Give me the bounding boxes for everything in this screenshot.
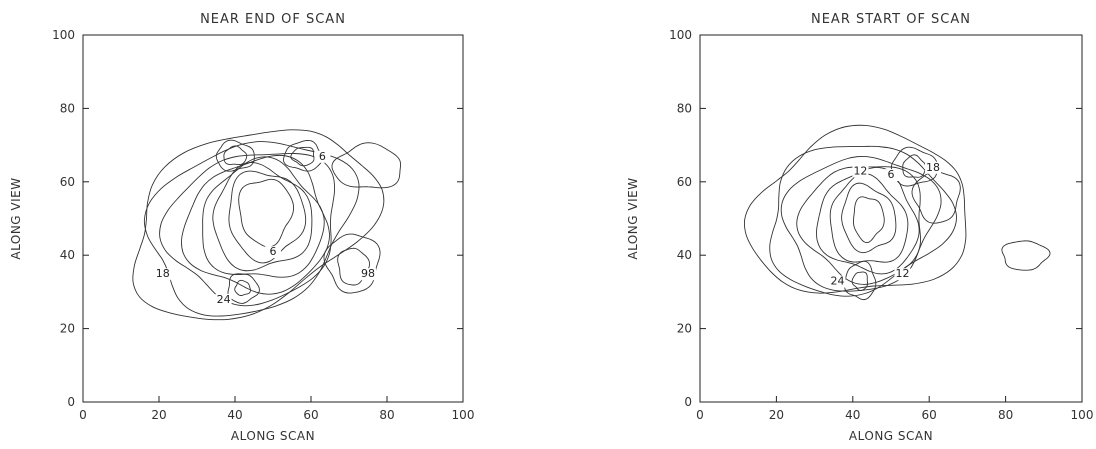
- contour-line: [181, 154, 330, 295]
- plot-frame: [82, 34, 464, 403]
- contour-line: [853, 196, 885, 244]
- contour-lobe: [902, 154, 927, 178]
- contour-label: 98: [361, 267, 375, 280]
- y-tick-label: 80: [60, 101, 75, 115]
- x-tick-label: 20: [769, 408, 784, 422]
- contour-lobe: [331, 142, 402, 189]
- x-tick-label: 0: [696, 408, 704, 422]
- contour-line: [212, 161, 313, 272]
- contour-lines: 6 18 24 6 98: [132, 129, 402, 321]
- contour-label: 18: [926, 161, 940, 174]
- contour-label-bg: [215, 293, 232, 306]
- contour-line: [238, 178, 294, 248]
- x-tick-label: 40: [227, 408, 242, 422]
- contour-label: 24: [217, 293, 231, 306]
- x-tick-label: 100: [452, 408, 475, 422]
- contour-lobe: [337, 247, 370, 286]
- contour-lobe: [851, 271, 869, 292]
- contour-line: [159, 152, 336, 307]
- contour-label-bg: [360, 268, 376, 281]
- chart-near-start-of-scan: 0 20 40 60 80 100 0 20 40 60 80 100 NEAR START OF SC…: [626, 12, 1093, 443]
- contour-label-bg: [154, 268, 171, 281]
- chart-title: NEAR START OF SCAN: [811, 12, 971, 27]
- contour-line: [841, 182, 897, 254]
- contour-label-bg: [883, 169, 899, 182]
- contour-line: [780, 156, 942, 292]
- contour-label: 18: [156, 267, 170, 280]
- contour-line: [796, 166, 922, 285]
- y-tick-label: 80: [677, 101, 692, 115]
- y-axis-label: ALONG VIEW: [626, 177, 640, 259]
- contour-line: [816, 166, 920, 275]
- contour-label: 6: [888, 168, 895, 181]
- contour-lobe: [911, 171, 961, 224]
- contour-line: [202, 156, 325, 278]
- contour-label-bg: [314, 150, 331, 163]
- x-tick-label: 20: [151, 408, 166, 422]
- contour-label-bg: [894, 268, 911, 281]
- y-tick-label: 100: [52, 28, 75, 42]
- contour-lobe: [323, 233, 381, 294]
- y-tick-label: 40: [677, 248, 692, 262]
- y-tick-label: 60: [677, 175, 692, 189]
- contour-line: [132, 129, 385, 321]
- y-tick-label: 100: [669, 28, 692, 42]
- contour-label: 12: [895, 267, 909, 280]
- contour-line: [769, 145, 957, 297]
- plot-frame: [699, 34, 1083, 403]
- x-axis-label: ALONG SCAN: [849, 429, 933, 443]
- contour-line: [829, 173, 909, 263]
- x-tick-label: 80: [379, 408, 394, 422]
- contour-label: 6: [319, 150, 326, 163]
- contour-lobe: [227, 273, 260, 304]
- x-tick-label: 100: [1071, 408, 1094, 422]
- contour-lobe: [283, 139, 324, 172]
- contour-line: [143, 141, 360, 317]
- contour-label-bg: [852, 165, 869, 178]
- y-tick-label: 20: [60, 322, 75, 336]
- y-tick-label: 60: [60, 175, 75, 189]
- contour-label-bg: [265, 246, 281, 259]
- chart-near-end-of-scan: 0 20 40 60 80 100 0 20 40 60 80 100 NEAR END OF SCAN…: [9, 12, 474, 443]
- y-tick-label: 20: [677, 322, 692, 336]
- contour-lobe: [890, 146, 938, 187]
- contour-lines: 12 6 18 12 24: [743, 124, 1051, 301]
- x-tick-label: 60: [303, 408, 318, 422]
- contour-lobe: [290, 146, 315, 167]
- y-tick-label: 0: [684, 395, 692, 409]
- y-tick-label: 0: [67, 395, 75, 409]
- x-tick-label: 40: [845, 408, 860, 422]
- contour-label-bg: [925, 161, 942, 174]
- contour-label: 12: [853, 164, 867, 177]
- x-tick-label: 60: [922, 408, 937, 422]
- x-axis-label: ALONG SCAN: [231, 429, 315, 443]
- contour-line: [743, 124, 967, 294]
- y-axis-label: ALONG VIEW: [9, 177, 23, 259]
- contour-lobe: [234, 279, 251, 296]
- contour-lobe: [1001, 240, 1051, 271]
- contour-lobe: [215, 139, 255, 172]
- x-tick-label: 0: [79, 408, 87, 422]
- x-tick-label: 80: [998, 408, 1013, 422]
- contour-label-bg: [829, 275, 846, 288]
- y-tick-label: 40: [60, 248, 75, 262]
- contour-lobe: [223, 145, 248, 166]
- contour-label: 24: [831, 275, 845, 288]
- chart-title: NEAR END OF SCAN: [200, 12, 346, 27]
- contour-label: 6: [270, 245, 277, 258]
